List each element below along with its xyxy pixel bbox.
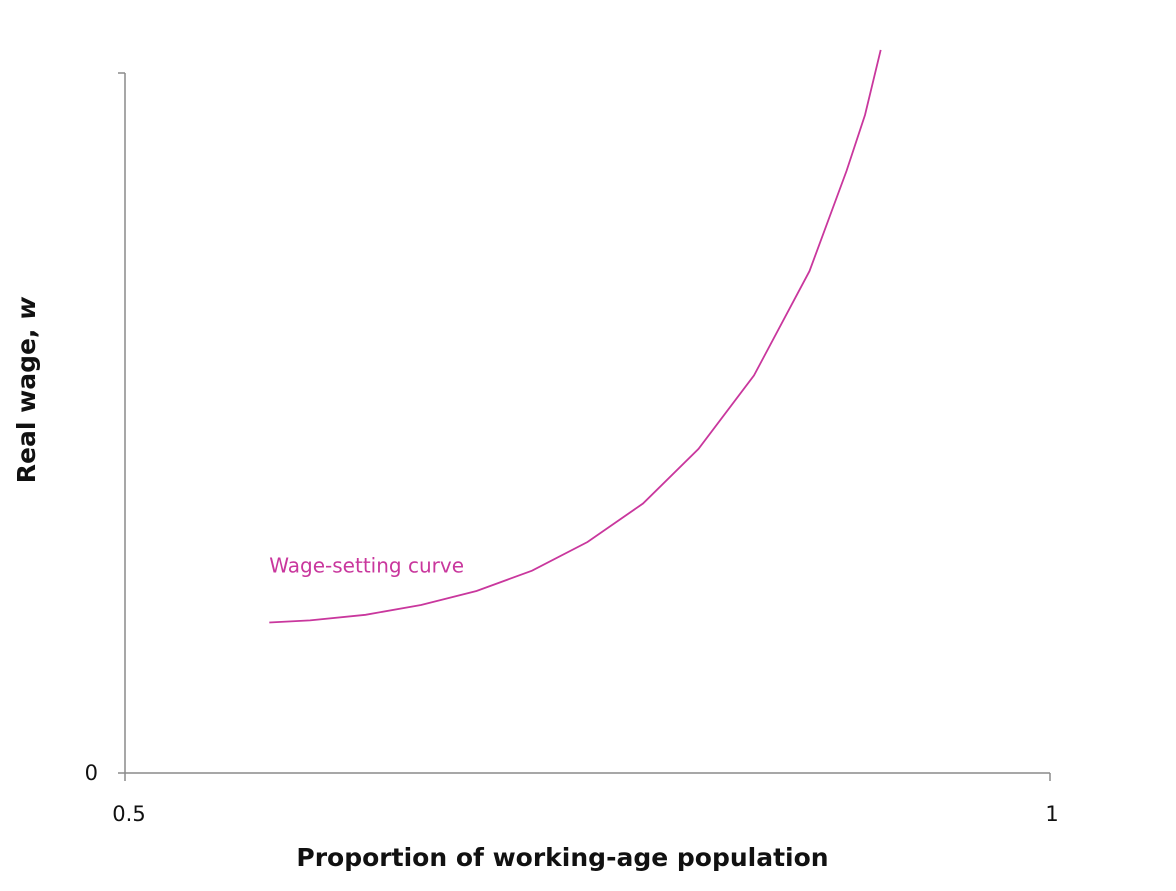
wage-setting-curve-label: Wage-setting curve	[269, 554, 464, 578]
x-tick-label-0-5: 0.5	[112, 802, 145, 826]
y-tick-label-0: 0	[85, 761, 98, 785]
x-axis-title: Proportion of working-age population	[296, 843, 828, 872]
y-axis-title-variable: w	[12, 296, 41, 320]
axes	[118, 72, 1051, 781]
x-tick-label-1: 1	[1045, 802, 1058, 826]
y-axis-title: Real wage, w	[12, 296, 41, 483]
y-axis-title-text: Real wage,	[12, 320, 41, 483]
wage-setting-curve	[269, 49, 882, 624]
